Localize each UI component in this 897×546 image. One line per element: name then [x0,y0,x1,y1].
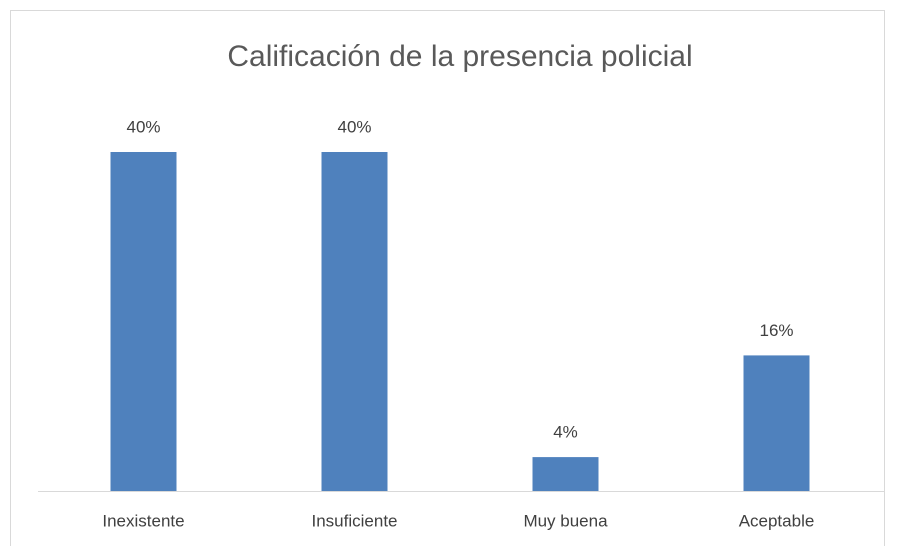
x-tick-label: Insuficiente [312,511,398,530]
data-label: 40% [126,117,160,136]
chart-title: Calificación de la presencia policial [227,40,692,73]
x-tick-label: Inexistente [102,511,184,530]
bar [743,355,810,491]
bar [321,152,388,491]
data-label: 4% [553,423,578,442]
bar [532,457,599,491]
x-tick-label: Muy buena [523,511,608,530]
x-tick-label: Aceptable [739,511,815,530]
data-label: 16% [759,321,793,340]
data-label: 40% [337,117,371,136]
bar [110,152,177,491]
